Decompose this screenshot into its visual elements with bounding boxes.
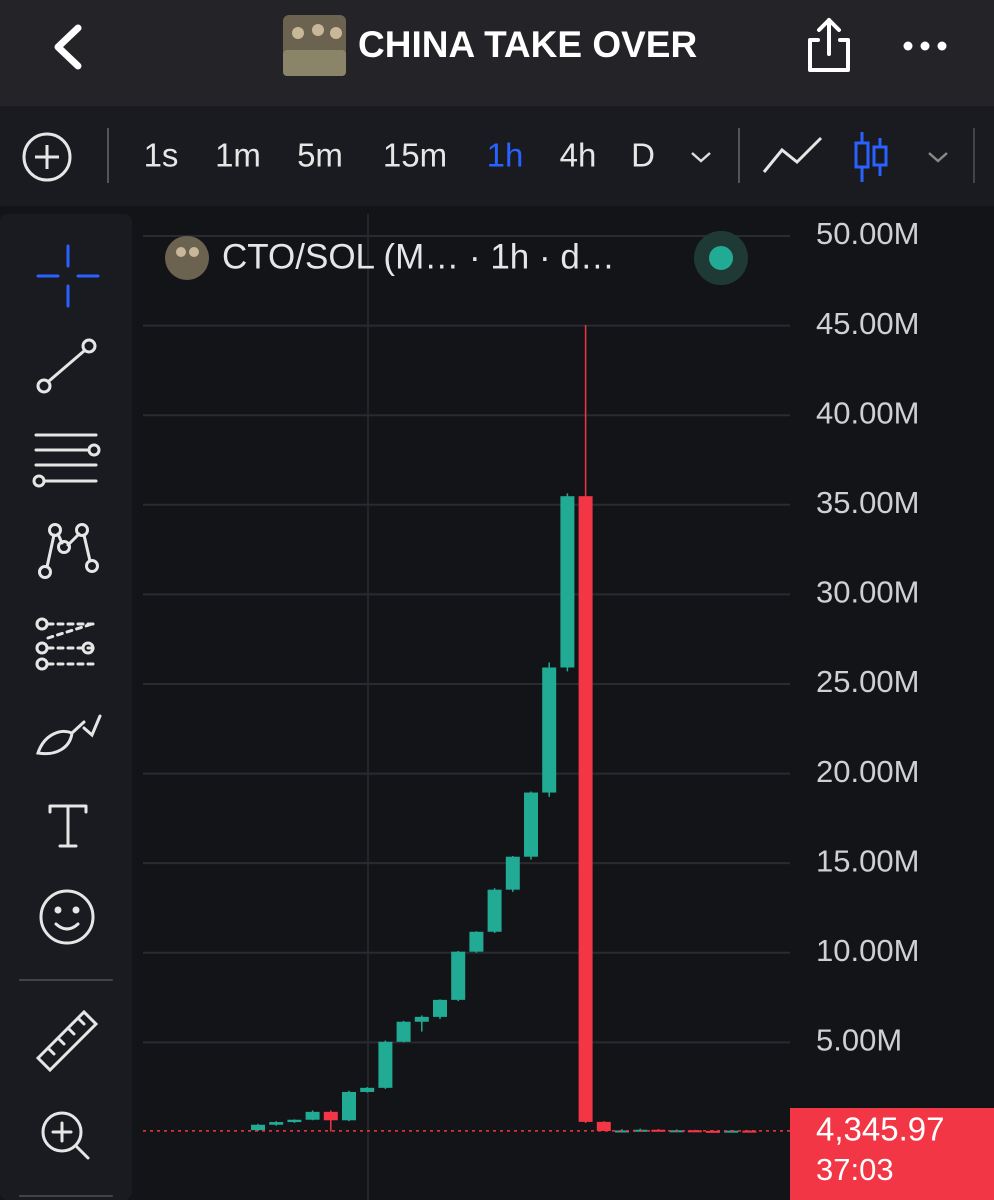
- emoji-tool[interactable]: [39, 889, 95, 945]
- line-chart-button[interactable]: [762, 136, 823, 173]
- toolbar: [0, 106, 994, 206]
- y-tick-label: 10.00M: [816, 933, 919, 968]
- ruler-tool[interactable]: [35, 1009, 99, 1073]
- candle-body: [414, 1016, 429, 1022]
- brush-tool[interactable]: [36, 714, 102, 756]
- candle-body: [287, 1119, 302, 1123]
- projection-tool[interactable]: [35, 617, 98, 671]
- interval-button[interactable]: 1s: [144, 137, 179, 174]
- candle-chart-button[interactable]: [854, 132, 888, 182]
- y-tick-label: 30.00M: [816, 575, 919, 610]
- interval-button[interactable]: 5m: [297, 137, 343, 174]
- candle-body: [305, 1111, 320, 1120]
- candle-body: [706, 1130, 720, 1133]
- add-indicator-button[interactable]: [22, 132, 72, 182]
- candle-body: [505, 856, 520, 890]
- chart-legend: CTO/SOL (M… · 1h · d…: [165, 231, 748, 285]
- y-tick-label: 45.00M: [816, 306, 919, 341]
- text-tool[interactable]: [48, 804, 88, 848]
- y-tick-label: 20.00M: [816, 754, 919, 789]
- candle-body: [542, 667, 557, 793]
- candle-body: [360, 1087, 375, 1092]
- y-tick-label: 50.00M: [816, 216, 919, 251]
- candle-body: [451, 951, 466, 1000]
- pattern-tool[interactable]: [38, 523, 99, 579]
- interval-button[interactable]: 4h: [560, 137, 597, 174]
- chart-type-dropdown[interactable]: [928, 152, 948, 163]
- interval-button[interactable]: 1h: [487, 137, 524, 174]
- candle-body: [578, 496, 593, 1122]
- candle-body: [323, 1111, 338, 1121]
- interval-button[interactable]: 15m: [383, 137, 447, 174]
- interval-button[interactable]: D: [631, 137, 655, 174]
- more-button[interactable]: [903, 41, 947, 51]
- candle-body: [596, 1121, 611, 1132]
- candle-body: [560, 496, 575, 668]
- back-button[interactable]: [54, 24, 82, 70]
- y-tick-label: 15.00M: [816, 843, 919, 878]
- candle-body: [342, 1091, 356, 1121]
- candle-body: [469, 931, 484, 952]
- crosshair-tool[interactable]: [36, 244, 100, 308]
- page-title: CHINA TAKE OVER: [358, 24, 697, 65]
- y-tick-label: 25.00M: [816, 664, 919, 699]
- candle-body: [269, 1122, 284, 1125]
- token-avatar: [283, 15, 346, 76]
- y-tick-label: 35.00M: [816, 485, 919, 520]
- candle-body: [524, 792, 538, 857]
- fib-tool[interactable]: [32, 433, 101, 488]
- candle-body: [651, 1129, 666, 1132]
- share-button[interactable]: [808, 18, 850, 72]
- candle-body: [687, 1130, 702, 1133]
- candle-body: [378, 1041, 393, 1088]
- zoom-tool[interactable]: [41, 1111, 90, 1160]
- candle-body: [487, 889, 502, 932]
- legend-symbol: CTO/SOL (M… · 1h · d…: [222, 237, 615, 276]
- y-tick-label: 40.00M: [816, 395, 919, 430]
- candle-body: [724, 1130, 739, 1133]
- candle-body: [433, 999, 447, 1017]
- candle-body: [742, 1130, 757, 1133]
- candle-body: [251, 1124, 265, 1131]
- interval-dropdown[interactable]: [691, 152, 711, 163]
- status-dot: [709, 246, 733, 270]
- drawing-sidebar: [0, 214, 132, 1200]
- interval-button[interactable]: 1m: [215, 137, 261, 174]
- countdown-label: 37:03: [816, 1152, 894, 1187]
- price-tag-label: 4,345.97: [816, 1111, 944, 1148]
- price-tag: [790, 1108, 994, 1200]
- trend-line-tool[interactable]: [36, 338, 97, 394]
- y-tick-label: 5.00M: [816, 1023, 902, 1058]
- candle-body: [396, 1021, 411, 1042]
